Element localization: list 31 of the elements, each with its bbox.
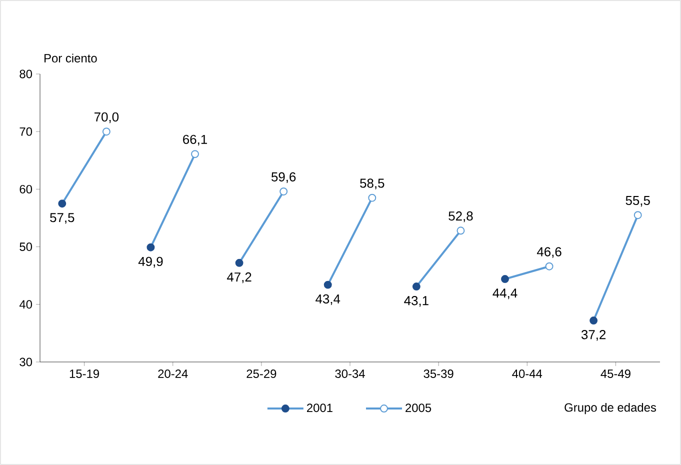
data-label: 70,0 bbox=[94, 112, 119, 124]
data-label: 43,4 bbox=[316, 294, 340, 306]
y-tick-label: 40 bbox=[19, 300, 32, 309]
data-label: 57,5 bbox=[50, 213, 74, 224]
x-axis-title: Grupo de edades bbox=[564, 402, 656, 414]
x-tick-label: 45-49 bbox=[600, 370, 630, 378]
data-label: 37,2 bbox=[581, 330, 606, 341]
y-tick-label: 80 bbox=[20, 70, 32, 78]
y-tick-label: 60 bbox=[20, 184, 32, 194]
legend-label: 2005 bbox=[406, 404, 432, 412]
data-label: 46,6 bbox=[536, 247, 562, 258]
x-tick-label: 40-44 bbox=[512, 370, 542, 378]
y-axis-title: Por ciento bbox=[44, 54, 97, 62]
x-tick-label: 15-19 bbox=[70, 370, 100, 378]
data-label: 59,6 bbox=[271, 172, 296, 183]
x-tick-label: 30-34 bbox=[335, 370, 365, 378]
x-tick-label: 35-39 bbox=[424, 370, 454, 378]
data-label: 47,2 bbox=[226, 272, 252, 284]
x-tick-label: 25-29 bbox=[246, 370, 276, 378]
y-tick-label: 70 bbox=[20, 127, 32, 136]
data-label: 49,9 bbox=[138, 256, 163, 268]
x-tick-label: 20-24 bbox=[158, 370, 188, 378]
data-label: 44,4 bbox=[492, 288, 518, 300]
y-tick-label: 50 bbox=[20, 242, 32, 252]
data-label: 66,1 bbox=[183, 134, 207, 146]
data-label: 55,5 bbox=[626, 196, 650, 207]
y-tick-label: 30 bbox=[20, 358, 32, 366]
legend-label: 2001 bbox=[307, 404, 332, 412]
data-label: 52,8 bbox=[448, 211, 473, 222]
data-label: 43,1 bbox=[404, 296, 428, 307]
data-label: 58,5 bbox=[360, 178, 384, 190]
